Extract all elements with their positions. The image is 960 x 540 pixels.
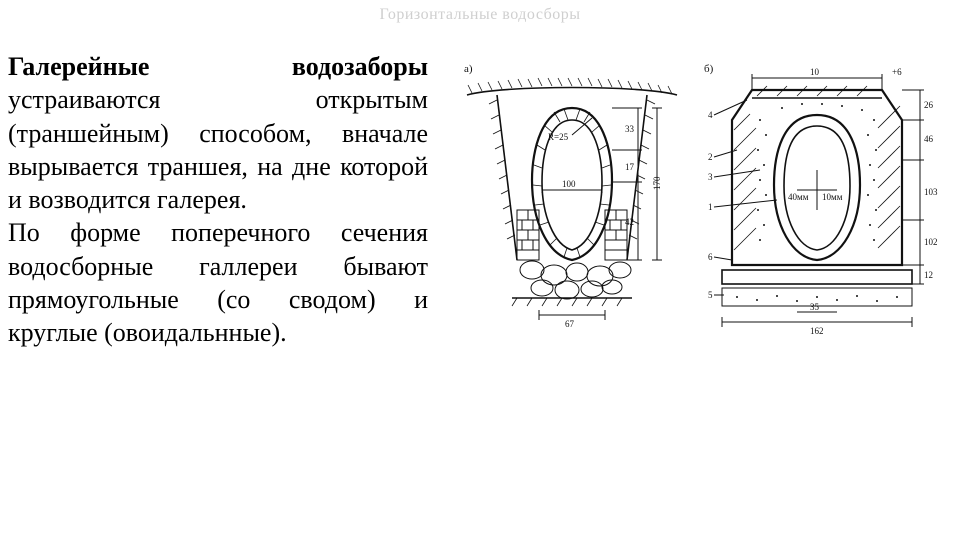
svg-text:3: 3 [708, 172, 713, 182]
svg-text:12: 12 [924, 270, 933, 280]
svg-text:10: 10 [810, 67, 820, 77]
svg-text:170: 170 [652, 176, 662, 190]
p1-rest: устраиваются открытым (траншейным) спосо… [8, 85, 428, 214]
svg-text:26: 26 [924, 100, 934, 110]
svg-text:67: 67 [565, 319, 575, 329]
svg-text:10мм: 10мм [822, 192, 843, 202]
svg-text:35: 35 [810, 302, 820, 312]
figures-svg: а) [452, 50, 952, 350]
fig-a-label: а) [464, 63, 473, 75]
body-text: Галерейные водозаборы устраиваются откры… [8, 50, 428, 349]
svg-text:40мм: 40мм [788, 192, 809, 202]
svg-text:+6: +6 [892, 67, 902, 77]
figure-a: а) [464, 63, 677, 329]
svg-text:5: 5 [708, 290, 713, 300]
svg-text:100: 100 [562, 179, 576, 189]
svg-text:4: 4 [708, 110, 713, 120]
svg-text:162: 162 [810, 326, 824, 336]
svg-text:R=25: R=25 [548, 132, 569, 142]
svg-text:6: 6 [708, 252, 713, 262]
svg-text:46: 46 [924, 134, 934, 144]
p1-strong: Галерейные водозаборы [8, 52, 428, 81]
page-header: Горизонтальные водосборы [0, 6, 960, 24]
svg-text:33: 33 [625, 124, 635, 134]
svg-text:2: 2 [708, 152, 713, 162]
svg-text:17: 17 [625, 162, 635, 172]
svg-text:102: 102 [924, 237, 938, 247]
svg-text:42: 42 [625, 217, 634, 227]
fig-b-label: б) [704, 63, 714, 75]
svg-text:103: 103 [924, 187, 938, 197]
svg-text:1: 1 [708, 202, 713, 212]
figure-b: б) [704, 63, 938, 336]
p2: По форме поперечного сечения водосборные… [8, 218, 428, 347]
header-title: Горизонтальные водосборы [379, 6, 580, 23]
figures: а) [452, 50, 952, 350]
